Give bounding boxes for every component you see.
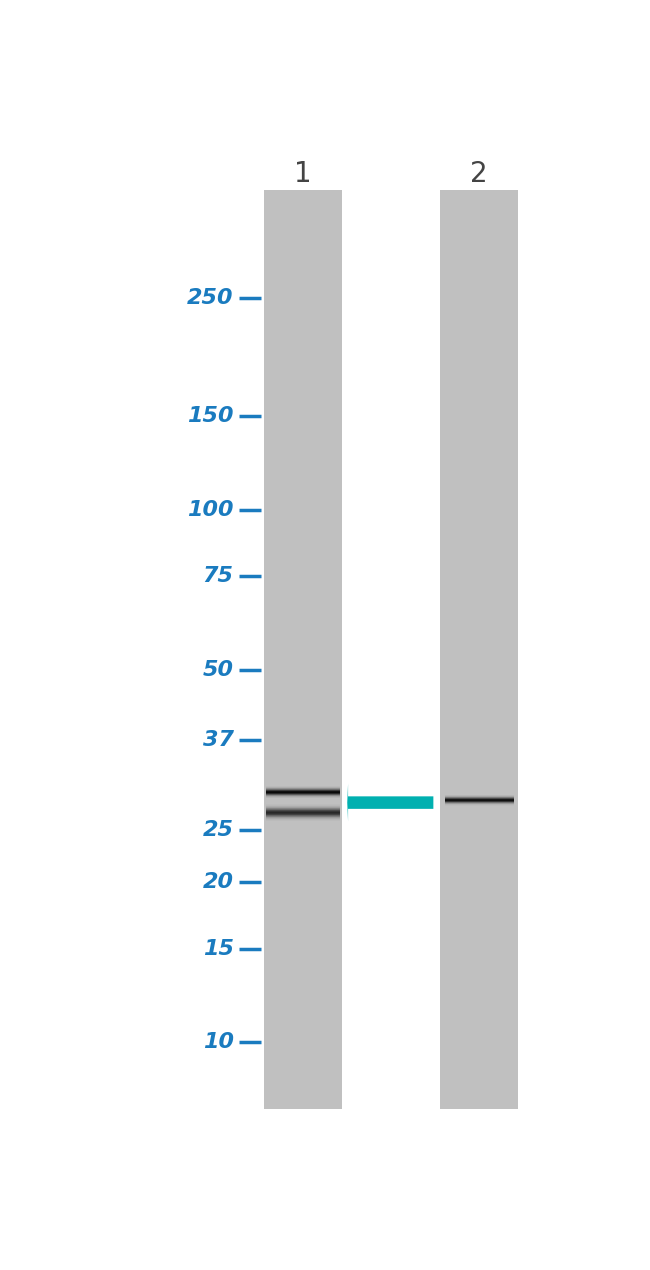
Text: 2: 2 (471, 160, 488, 188)
Text: 15: 15 (203, 939, 233, 959)
Text: 150: 150 (187, 406, 233, 427)
Text: 20: 20 (203, 872, 233, 892)
Text: 100: 100 (187, 500, 233, 519)
Text: 25: 25 (203, 820, 233, 841)
Bar (440, 189, 518, 1109)
Text: 1: 1 (294, 160, 312, 188)
Bar (264, 189, 342, 1109)
Text: 250: 250 (187, 288, 233, 309)
Text: 10: 10 (203, 1033, 233, 1053)
Text: 75: 75 (203, 566, 233, 587)
Text: 50: 50 (203, 660, 233, 681)
Text: 37: 37 (203, 730, 233, 749)
